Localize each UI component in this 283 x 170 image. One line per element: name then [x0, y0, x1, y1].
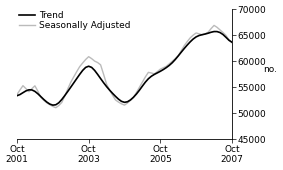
Legend: Trend, Seasonally Adjusted: Trend, Seasonally Adjusted — [19, 11, 130, 30]
Y-axis label: no.: no. — [263, 65, 277, 74]
